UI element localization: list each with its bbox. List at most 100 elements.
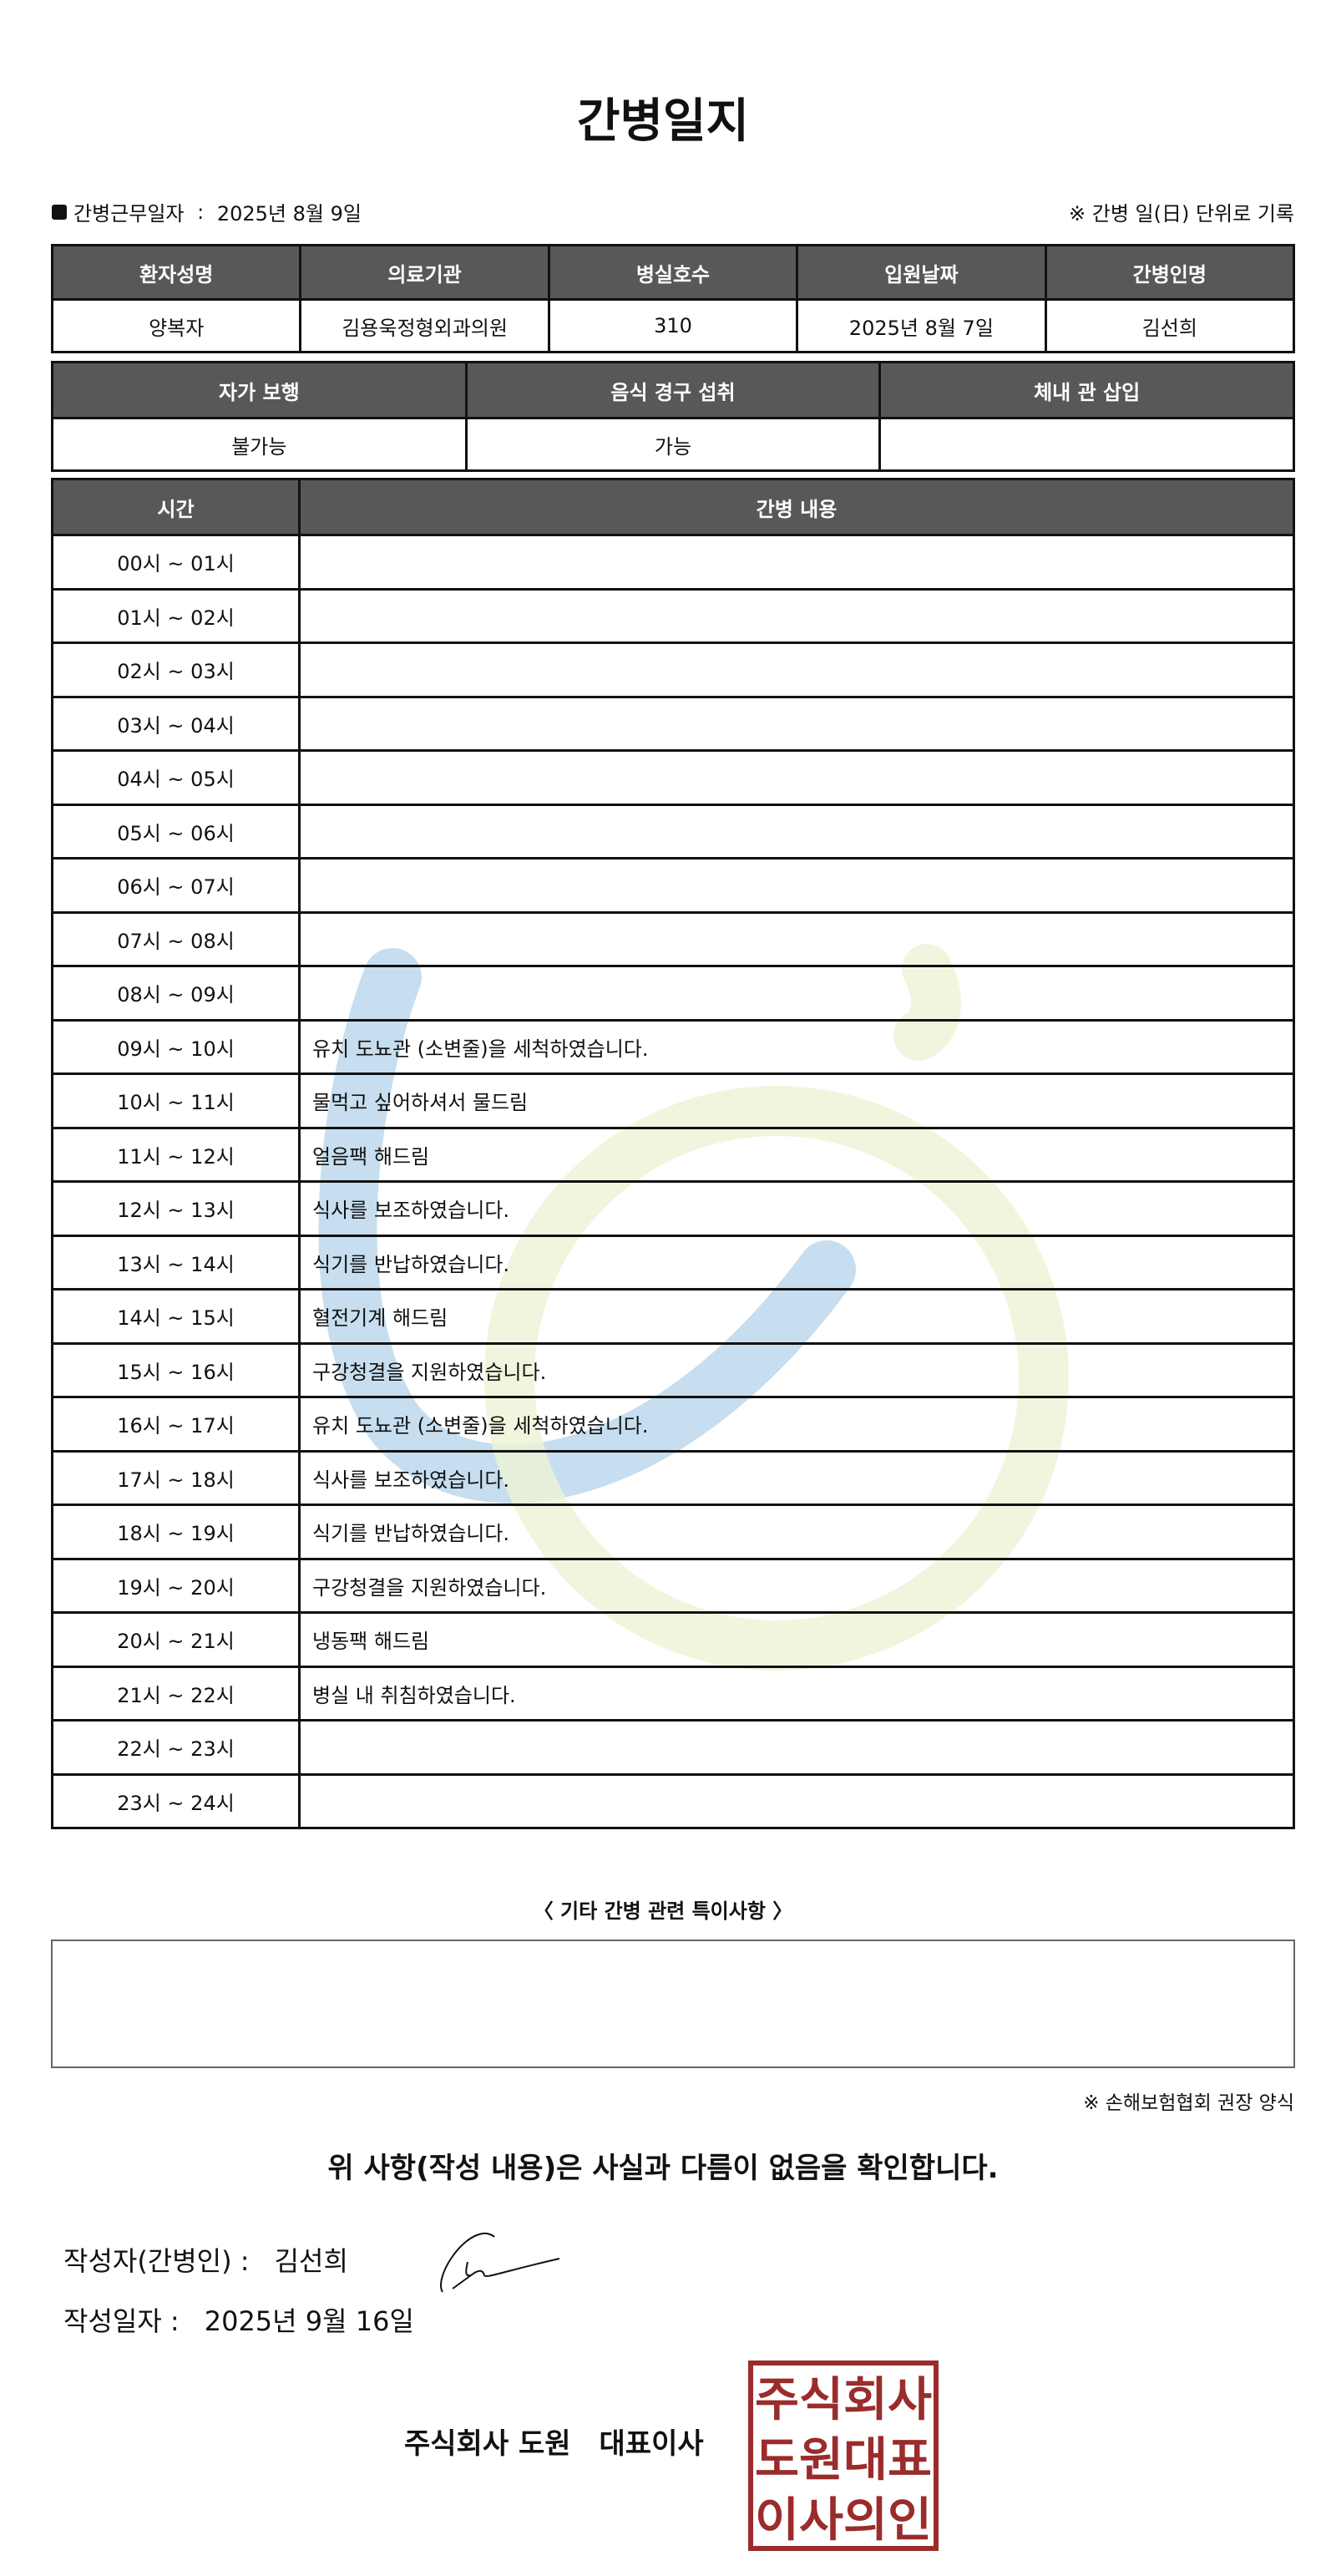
written-date-label: 작성일자 :	[63, 2305, 180, 2337]
header-admission-date: 입원날짜	[796, 244, 1047, 301]
stamp-line: 이사의인	[755, 2493, 932, 2548]
table-row: 04시 ~ 05시	[51, 749, 1295, 806]
header-walking: 자가 보행	[51, 361, 468, 419]
walking-value: 불가능	[51, 417, 468, 472]
table-row: 23시 ~ 24시	[51, 1772, 1295, 1829]
content-cell: 구강청결을 지원하였습니다.	[298, 1341, 1295, 1398]
content-cell	[298, 857, 1295, 914]
work-date-value: 2025년 8월 9일	[216, 202, 362, 226]
table-row: 08시 ~ 09시	[51, 965, 1295, 1022]
table-row: 12시 ~ 13시 식사를 보조하였습니다.	[51, 1180, 1295, 1237]
content-cell: 병실 내 취침하였습니다.	[298, 1665, 1295, 1722]
table-row: 21시 ~ 22시 병실 내 취침하였습니다.	[51, 1665, 1295, 1722]
written-date-line: 작성일자 : 2025년 9월 16일	[63, 2300, 414, 2339]
header-oral-intake: 음식 경구 섭취	[464, 361, 882, 419]
content-cell: 유치 도뇨관 (소변줄)을 세척하였습니다.	[298, 1396, 1295, 1453]
time-cell: 17시 ~ 18시	[51, 1449, 301, 1506]
colon: :	[190, 200, 210, 224]
content-cell	[298, 587, 1295, 644]
table-row: 14시 ~ 15시 혈전기계 해드림	[51, 1288, 1295, 1345]
content-cell	[298, 641, 1295, 698]
time-cell: 08시 ~ 09시	[51, 965, 301, 1022]
table-row: 02시 ~ 03시	[51, 641, 1295, 698]
time-cell: 20시 ~ 21시	[51, 1611, 301, 1668]
signature	[440, 2232, 560, 2293]
time-cell: 00시 ~ 01시	[51, 534, 301, 591]
table-row: 19시 ~ 20시 구강청결을 지원하였습니다.	[51, 1557, 1295, 1614]
stamp-line: 주식회사	[755, 2373, 932, 2427]
content-cell: 구강청결을 지원하였습니다.	[298, 1557, 1295, 1614]
stamp-line: 도원대표	[755, 2433, 932, 2487]
content-cell	[298, 910, 1295, 967]
time-cell: 18시 ~ 19시	[51, 1504, 301, 1560]
time-cell: 21시 ~ 22시	[51, 1665, 301, 1722]
header-caregiver: 간병인명	[1044, 244, 1296, 301]
company-name: 주식회사 도원	[404, 2427, 571, 2461]
content-cell: 식사를 보조하였습니다.	[298, 1180, 1295, 1237]
table-row: 05시 ~ 06시	[51, 803, 1295, 860]
table-row: 01시 ~ 02시	[51, 587, 1295, 644]
time-cell: 11시 ~ 12시	[51, 1126, 301, 1183]
table-row: 20시 ~ 21시 냉동팩 해드림	[51, 1611, 1295, 1668]
table-row: 07시 ~ 08시	[51, 910, 1295, 967]
time-cell: 19시 ~ 20시	[51, 1557, 301, 1614]
content-cell: 얼음팩 해드림	[298, 1126, 1295, 1183]
page-title: 간병일지	[576, 94, 750, 149]
writer-label: 작성자(간병인) :	[63, 2245, 250, 2277]
table-row: 17시 ~ 18시 식사를 보조하였습니다.	[51, 1449, 1295, 1506]
content-cell	[298, 749, 1295, 806]
table-row: 22시 ~ 23시	[51, 1719, 1295, 1776]
time-cell: 16시 ~ 17시	[51, 1396, 301, 1453]
patient-table: 환자성명 의료기관 병실호수 입원날짜 간병인명 양복자 김용욱정형외과의원 3…	[50, 244, 1296, 353]
content-cell	[298, 1719, 1295, 1776]
content-cell: 냉동팩 해드림	[298, 1611, 1295, 1668]
written-date-value: 2025년 9월 16일	[204, 2305, 414, 2337]
room-number: 310	[547, 298, 799, 353]
header-room: 병실호수	[547, 244, 799, 301]
content-cell	[298, 965, 1295, 1022]
time-cell: 09시 ~ 10시	[51, 1018, 301, 1075]
time-cell: 06시 ~ 07시	[51, 857, 301, 914]
oral-intake-value: 가능	[464, 417, 882, 472]
bullet-square-icon	[52, 204, 67, 220]
time-cell: 15시 ~ 16시	[51, 1341, 301, 1398]
time-cell: 12시 ~ 13시	[51, 1180, 301, 1237]
content-cell	[298, 803, 1295, 860]
time-cell: 04시 ~ 05시	[51, 749, 301, 806]
table-row: 03시 ~ 04시	[51, 695, 1295, 752]
tube-value	[878, 417, 1295, 472]
table-row: 11시 ~ 12시 얼음팩 해드림	[51, 1126, 1295, 1183]
content-cell: 유치 도뇨관 (소변줄)을 세척하였습니다.	[298, 1018, 1295, 1075]
content-cell	[298, 1772, 1295, 1829]
time-cell: 03시 ~ 04시	[51, 695, 301, 752]
time-cell: 23시 ~ 24시	[51, 1772, 301, 1829]
work-date-label: 간병근무일자	[73, 202, 185, 226]
company-line: 주식회사 도원 대표이사	[404, 2421, 704, 2462]
patient-name: 양복자	[50, 298, 302, 353]
time-cell: 10시 ~ 11시	[51, 1072, 301, 1129]
time-cell: 02시 ~ 03시	[51, 641, 301, 698]
writer-name: 김선희	[274, 2245, 348, 2277]
care-log-table: 시간 간병 내용 00시 ~ 01시 01시 ~ 02시 02시 ~ 03시 03시 …	[51, 478, 1295, 1829]
table-row: 00시 ~ 01시	[51, 534, 1295, 591]
content-cell: 식사를 보조하였습니다.	[298, 1449, 1295, 1506]
standard-form-note: ※ 손해보험협회 권장 양식	[1083, 2092, 1294, 2114]
admission-date: 2025년 8월 7일	[796, 298, 1047, 353]
notes-title: 〈 기타 간병 관련 특이사항 〉	[533, 1899, 793, 1923]
table-row: 10시 ~ 11시 물먹고 싶어하셔서 물드림	[51, 1072, 1295, 1129]
table-row: 15시 ~ 16시 구강청결을 지원하였습니다.	[51, 1341, 1295, 1398]
time-cell: 05시 ~ 06시	[51, 803, 301, 860]
header-tube: 체내 관 삽입	[878, 361, 1295, 419]
content-cell: 식기를 반납하였습니다.	[298, 1504, 1295, 1560]
table-row: 06시 ~ 07시	[51, 857, 1295, 914]
table-row: 09시 ~ 10시 유치 도뇨관 (소변줄)을 세척하였습니다.	[51, 1018, 1295, 1075]
caregiver-name: 김선희	[1044, 298, 1296, 353]
time-cell: 01시 ~ 02시	[51, 587, 301, 644]
table-row: 16시 ~ 17시 유치 도뇨관 (소변줄)을 세척하였습니다.	[51, 1396, 1295, 1453]
content-cell: 혈전기계 해드림	[298, 1288, 1295, 1345]
header-time: 시간	[51, 478, 301, 536]
time-cell: 07시 ~ 08시	[51, 910, 301, 967]
writer-line: 작성자(간병인) : 김선희	[63, 2240, 348, 2279]
work-date: 간병근무일자 : 2025년 8월 9일	[52, 197, 362, 226]
